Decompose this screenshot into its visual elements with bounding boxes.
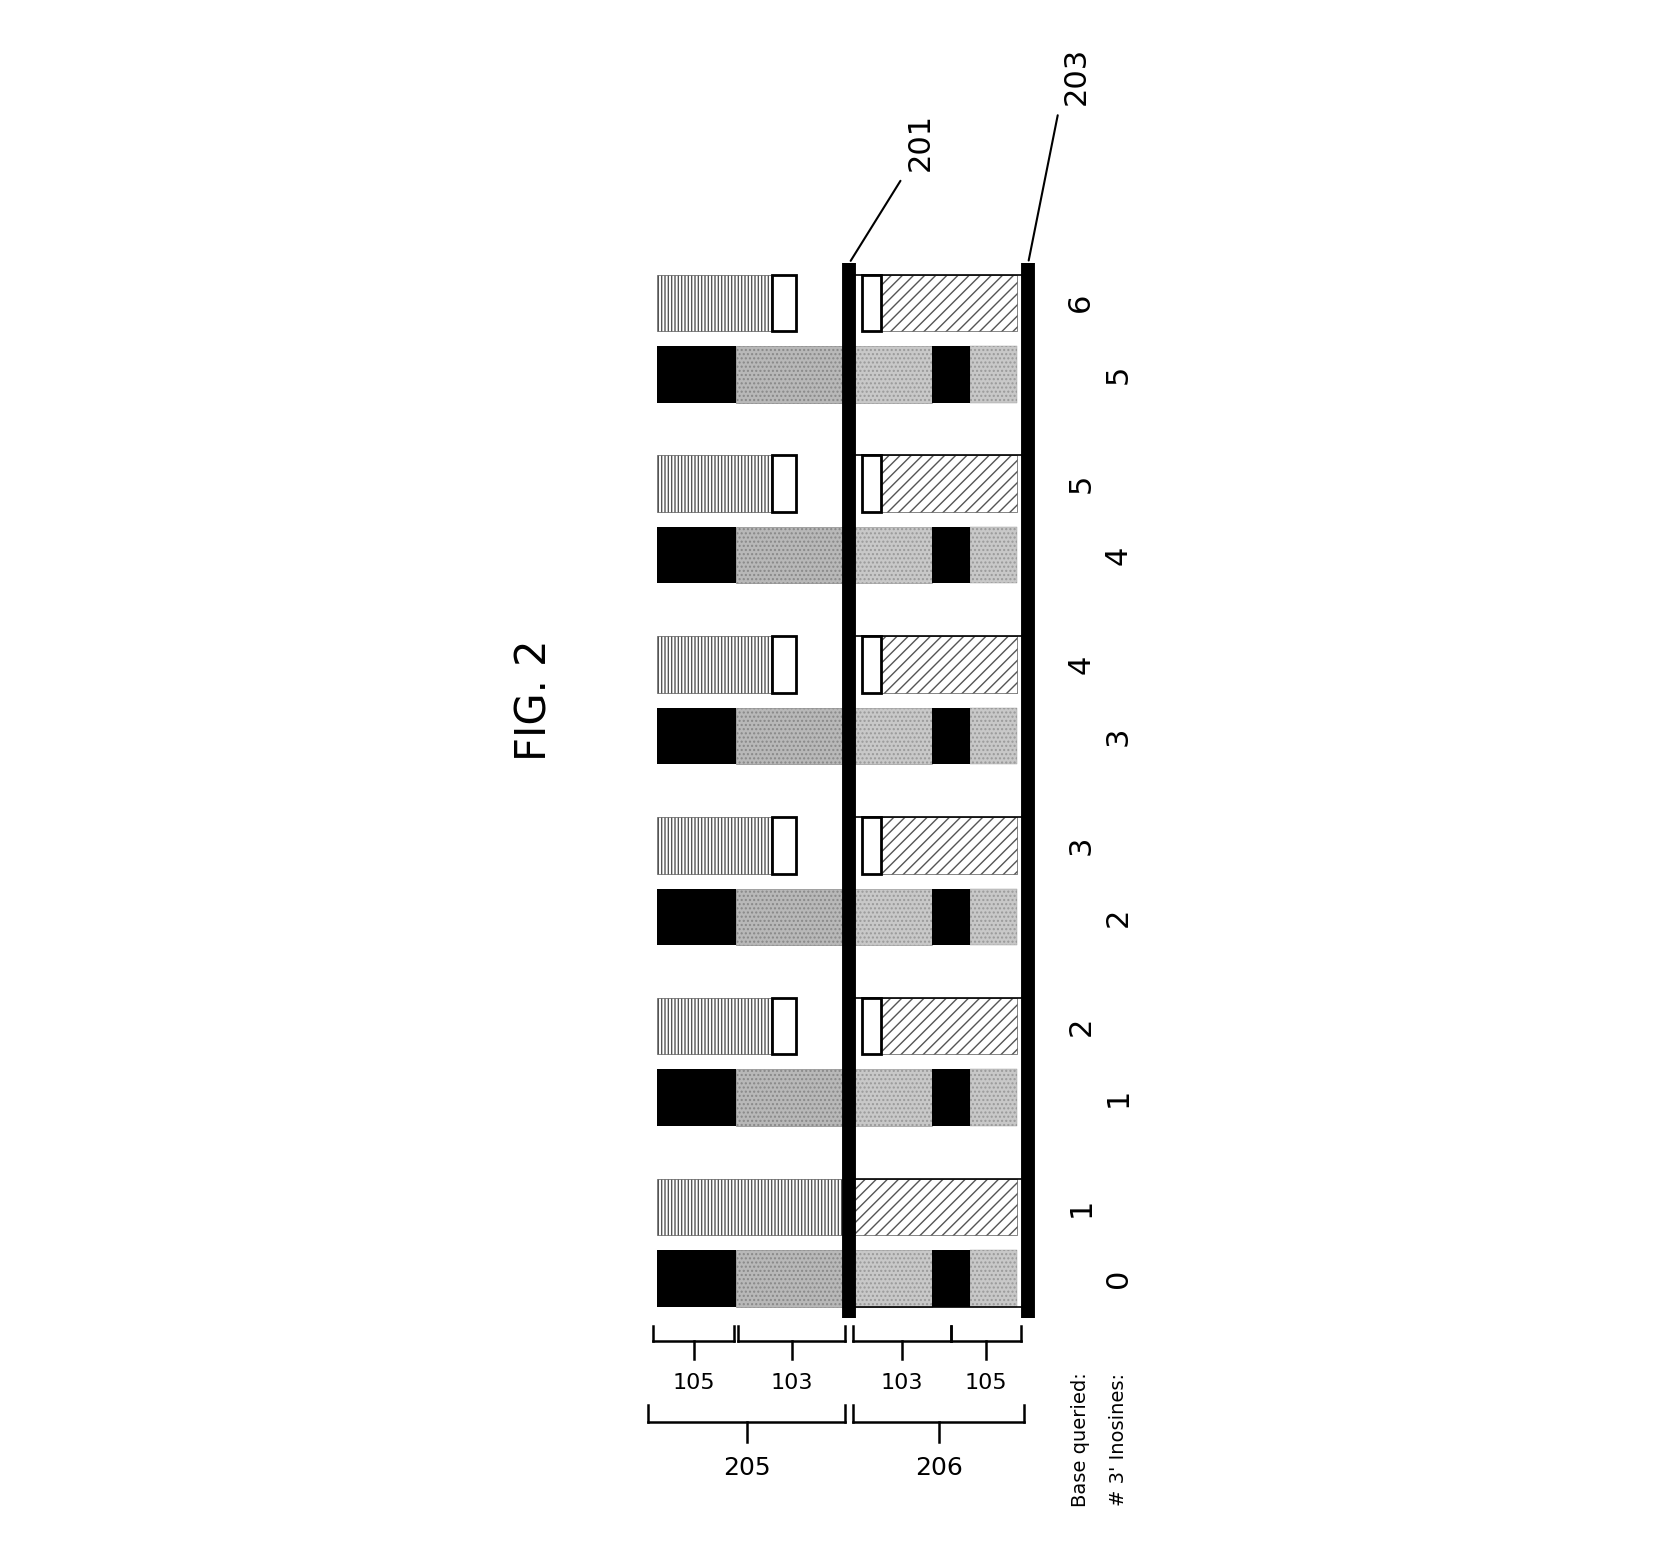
Bar [970,1069,1017,1126]
Bar [772,455,796,512]
Text: 1: 1 [1104,1088,1134,1108]
Bar [849,455,863,512]
Bar [970,346,1017,403]
Bar [657,1250,736,1307]
Bar [736,1250,849,1307]
Bar [772,275,796,332]
Bar [796,455,849,512]
Text: 2: 2 [1104,907,1134,926]
Text: 4: 4 [1104,546,1134,565]
Bar [772,998,796,1054]
Bar [796,816,849,873]
Bar [657,998,772,1054]
Bar [657,708,736,764]
Bar [863,816,881,873]
Bar [863,998,881,1054]
Text: 5: 5 [1067,474,1095,494]
Bar [657,455,772,512]
Bar [657,526,736,583]
Bar [849,1069,931,1126]
Bar [970,889,1017,946]
Bar [849,998,863,1054]
Bar [657,889,736,946]
Bar [796,275,849,332]
Text: 3: 3 [1104,727,1134,745]
Bar [736,526,849,583]
Bar [849,1250,931,1307]
Bar [772,636,796,693]
Bar [970,708,1017,764]
Bar [881,275,1017,332]
Bar [849,816,863,873]
Bar [849,636,863,693]
Bar [849,889,931,946]
Bar [970,1250,1017,1307]
Bar [931,889,970,946]
Text: # 3' Inosines:: # 3' Inosines: [1109,1373,1129,1506]
Bar [657,816,772,873]
Text: 0: 0 [1104,1268,1134,1288]
Text: 103: 103 [771,1373,813,1393]
Bar [657,275,772,332]
Bar [931,1069,970,1126]
Text: 201: 201 [906,113,935,171]
Text: 4: 4 [1067,654,1095,674]
Bar [849,275,863,332]
Text: 205: 205 [722,1455,771,1480]
Bar [931,708,970,764]
Bar [863,275,881,332]
Bar [736,889,849,946]
Text: FIG. 2: FIG. 2 [513,639,555,761]
Bar [657,1179,849,1236]
Bar [657,1069,736,1126]
Text: 6: 6 [1067,293,1095,313]
Bar [881,636,1017,693]
Text: 203: 203 [1062,46,1092,105]
Bar [736,708,849,764]
Bar [657,636,772,693]
Bar [970,526,1017,583]
Bar [849,708,931,764]
Bar [931,346,970,403]
Bar [849,526,931,583]
Bar [863,636,881,693]
Bar [772,816,796,873]
Bar [736,346,849,403]
Text: 5: 5 [1104,364,1134,384]
Bar [881,455,1017,512]
Text: 103: 103 [881,1373,923,1393]
Bar [931,526,970,583]
Bar [863,455,881,512]
Bar [849,1179,1017,1236]
Bar [931,1250,970,1307]
Text: 105: 105 [672,1373,716,1393]
Bar [736,1069,849,1126]
Bar [881,998,1017,1054]
Bar [796,998,849,1054]
Bar [881,816,1017,873]
Bar [849,346,931,403]
Bar [796,636,849,693]
Text: Base queried:: Base queried: [1072,1373,1090,1508]
Text: 1: 1 [1067,1197,1095,1216]
Text: 2: 2 [1067,1017,1095,1035]
Text: 206: 206 [915,1455,963,1480]
Text: 3: 3 [1067,835,1095,855]
Bar [657,346,736,403]
Text: 105: 105 [965,1373,1007,1393]
